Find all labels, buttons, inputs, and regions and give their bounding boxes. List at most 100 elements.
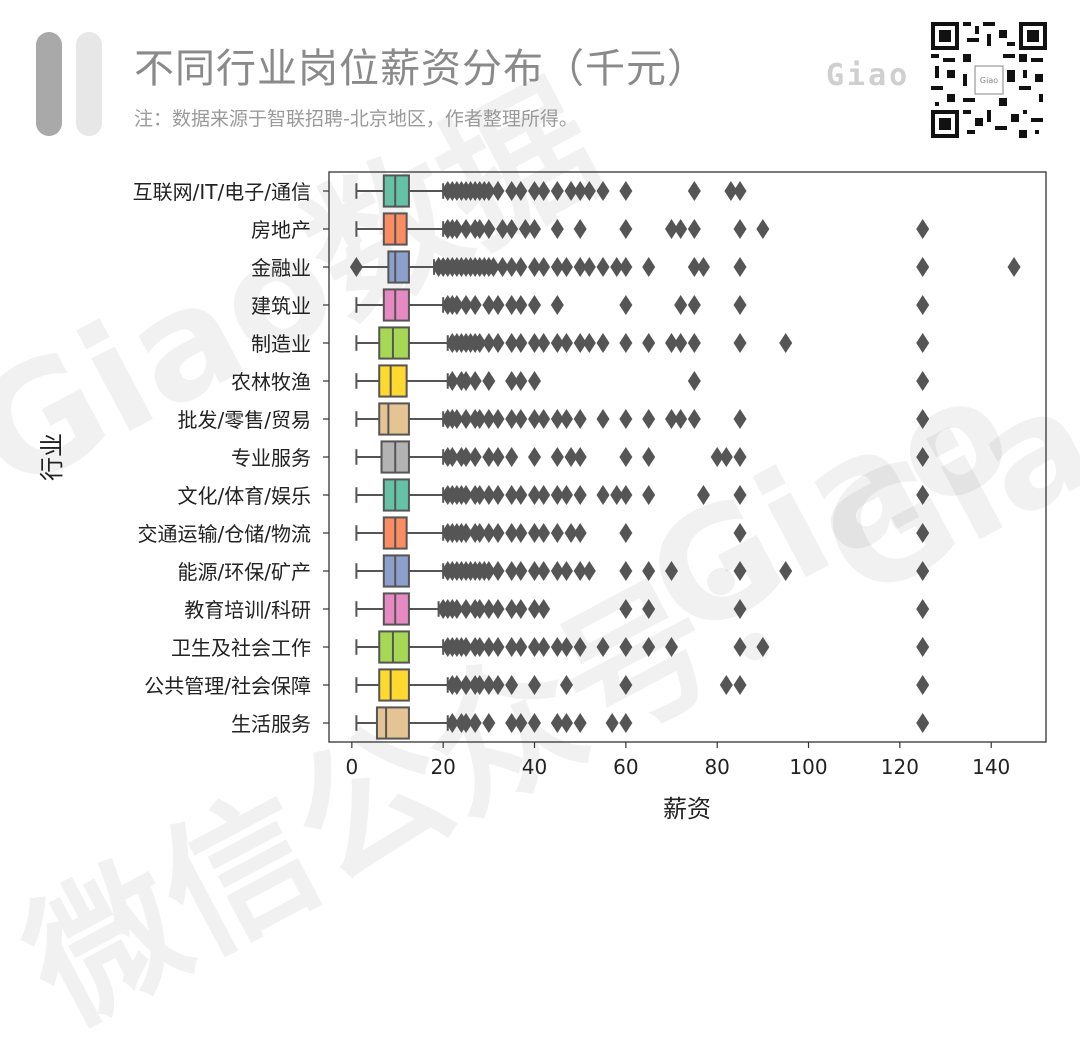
- y-tick-label: 公共管理/社会保障: [144, 674, 311, 698]
- outlier-point: [1007, 257, 1021, 277]
- outlier-point: [710, 447, 724, 467]
- outlier-point: [916, 409, 930, 429]
- outlier-point: [573, 713, 587, 733]
- outlier-point: [537, 599, 551, 619]
- outlier-point: [619, 637, 633, 657]
- outlier-point: [674, 295, 688, 315]
- outlier-point: [573, 485, 587, 505]
- outlier-point: [596, 181, 610, 201]
- outlier-point: [537, 181, 551, 201]
- outlier-point: [733, 181, 747, 201]
- outlier-point: [665, 561, 679, 581]
- outlier-point: [696, 257, 710, 277]
- outlier-point: [528, 637, 542, 657]
- outlier-point: [916, 523, 930, 543]
- outlier-point: [573, 561, 587, 581]
- x-tick-label: 0: [345, 755, 358, 779]
- outlier-point: [605, 713, 619, 733]
- outlier-point: [491, 333, 505, 353]
- outlier-point: [505, 219, 519, 239]
- outlier-point: [537, 333, 551, 353]
- outlier-point: [468, 713, 482, 733]
- outlier-point: [491, 181, 505, 201]
- outlier-point: [687, 181, 701, 201]
- outlier-point: [505, 713, 519, 733]
- outlier-point: [473, 333, 487, 353]
- box-iqr: [382, 592, 410, 626]
- outlier-point: [528, 523, 542, 543]
- outlier-point: [573, 219, 587, 239]
- outlier-point: [450, 599, 464, 619]
- outlier-point: [505, 561, 519, 581]
- outlier-point: [468, 447, 482, 467]
- y-tick-label: 生活服务: [231, 712, 311, 736]
- outlier-point: [733, 333, 747, 353]
- outlier-point: [573, 257, 587, 277]
- outlier-point: [459, 637, 473, 657]
- y-tick-label: 专业服务: [231, 446, 311, 470]
- outlier-point: [496, 219, 510, 239]
- outlier-point: [916, 485, 930, 505]
- y-tick-label: 互联网/IT/电子/通信: [133, 180, 311, 204]
- outlier-point: [482, 561, 496, 581]
- outlier-point: [550, 713, 564, 733]
- outlier-point: [459, 371, 473, 391]
- x-tick-label: 120: [881, 755, 919, 779]
- y-tick-label: 文化/体育/娱乐: [178, 484, 311, 508]
- outlier-point: [719, 447, 733, 467]
- outlier-point: [459, 523, 473, 543]
- outlier-point: [505, 599, 519, 619]
- y-tick-label: 建筑业: [251, 294, 311, 318]
- outlier-point: [528, 333, 542, 353]
- outlier-point: [537, 485, 551, 505]
- outlier-point: [916, 333, 930, 353]
- outlier-point: [665, 333, 679, 353]
- outlier-point: [491, 561, 505, 581]
- outlier-point: [491, 675, 505, 695]
- outlier-point: [473, 675, 487, 695]
- outlier-point: [619, 333, 633, 353]
- outlier-point: [459, 713, 473, 733]
- outlier-point: [642, 333, 656, 353]
- outlier-point: [505, 637, 519, 657]
- box-iqr: [382, 288, 410, 322]
- outlier-point: [687, 295, 701, 315]
- outlier-point: [564, 181, 578, 201]
- outlier-point: [665, 637, 679, 657]
- outlier-point: [619, 295, 633, 315]
- outlier-point: [733, 257, 747, 277]
- outlier-point: [518, 219, 532, 239]
- outlier-point: [733, 599, 747, 619]
- outlier-point: [482, 675, 496, 695]
- outlier-point: [528, 295, 542, 315]
- outlier-point: [473, 219, 487, 239]
- outlier-point: [491, 599, 505, 619]
- outlier-point: [696, 485, 710, 505]
- outlier-point: [514, 333, 528, 353]
- outlier-point: [733, 409, 747, 429]
- outlier-point: [559, 675, 573, 695]
- outlier-point: [610, 485, 624, 505]
- outlier-point: [459, 219, 473, 239]
- box-iqr: [378, 402, 410, 436]
- outlier-point: [528, 485, 542, 505]
- x-tick-label: 80: [704, 755, 729, 779]
- outlier-point: [674, 409, 688, 429]
- outlier-point: [514, 409, 528, 429]
- outlier-point: [619, 713, 633, 733]
- outlier-point: [916, 675, 930, 695]
- outlier-point: [687, 333, 701, 353]
- outlier-point: [468, 295, 482, 315]
- outlier-point: [459, 599, 473, 619]
- outlier-point: [528, 371, 542, 391]
- box-iqr: [378, 364, 408, 398]
- outlier-point: [505, 409, 519, 429]
- outlier-point: [674, 219, 688, 239]
- outlier-point: [482, 409, 496, 429]
- outlier-point: [687, 219, 701, 239]
- outlier-point: [619, 561, 633, 581]
- outlier-point: [619, 599, 633, 619]
- outlier-point: [505, 523, 519, 543]
- outlier-point: [619, 523, 633, 543]
- title-accent-bar: [76, 32, 102, 136]
